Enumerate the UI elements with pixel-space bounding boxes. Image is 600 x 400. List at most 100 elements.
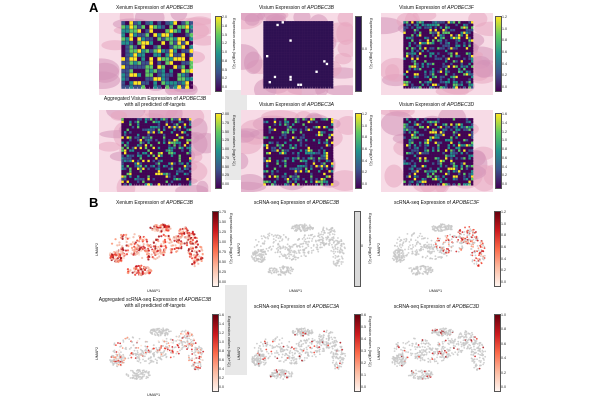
tissue-spot [445,55,448,58]
tissue-spot [153,33,157,37]
tissue-spot [408,133,411,137]
umap-cell [266,236,269,238]
tissue-spot [165,37,169,41]
tissue-spot [294,118,297,121]
tissue-spot [310,149,313,152]
tissue-spot [450,159,453,163]
tissue-spot [416,123,419,126]
tissue-spot [411,29,414,32]
tissue-spot [155,154,158,157]
tissue-spot [292,136,295,139]
tissue-spot [419,21,422,24]
tissue-spot [149,57,153,61]
tissue-spot [169,57,173,61]
tissue-spot [419,139,422,142]
tissue-spot [411,83,414,86]
tissue-spot [439,149,443,152]
tissue-spot [458,167,461,170]
tissue-spot [307,120,310,124]
tissue-spot [281,126,284,129]
tissue-spot [325,159,329,163]
tissue-spot [328,55,331,58]
tissue-spot [279,165,282,168]
tissue-spot [299,141,303,144]
tissue-spot [315,170,318,173]
tissue-spot [131,154,135,157]
tissue-spot [452,175,456,178]
tissue-spot [279,75,282,79]
tissue-spot [142,178,145,181]
tissue-spot [286,126,290,129]
tissue-spot [147,133,150,137]
tissue-spot [421,78,424,81]
tissue-spot [286,78,290,81]
tissue-spot [149,53,153,57]
tissue-spot [432,29,435,32]
tissue-spot [419,141,422,144]
tissue-spot [276,165,279,168]
tissue-spot [286,62,290,66]
tissue-spot [439,60,443,63]
tissue-spot [445,157,448,160]
tissue-spot [432,47,435,50]
tissue-spot [170,162,174,165]
tissue-spot [152,159,155,163]
tissue-spot [307,26,310,29]
tissue-spot [312,44,316,47]
tissue-spot [271,65,274,68]
tissue-spot [452,62,456,66]
tissue-spot [170,180,174,183]
tissue-spot [155,120,158,124]
tissue-spot [318,21,321,24]
tissue-spot [153,81,157,85]
tissue-spot [152,162,155,165]
tissue-spot [292,172,295,176]
tissue-spot [460,36,463,40]
tissue-spot [266,68,269,71]
tissue-spot [471,44,474,47]
tissue-spot [424,170,427,173]
tissue-spot [426,26,430,29]
tissue-spot [268,21,271,24]
tissue-spot [320,183,323,186]
tissue-spot [426,133,430,137]
tissue-spot [421,75,424,79]
tissue-spot [455,62,458,66]
tissue-spot [186,159,189,163]
tissue-spot [429,165,432,168]
umap-cell [276,234,279,237]
tissue-spot [144,133,148,137]
tissue-spot [126,149,129,152]
tissue-spot [185,33,189,37]
tissue-spot [416,52,419,55]
tissue-spot [142,165,145,168]
tissue-spot [312,52,316,55]
tissue-spot [266,73,269,76]
tissue-spot [315,29,318,32]
umap-cell [138,272,141,275]
tissue-spot [181,146,184,150]
tissue-spot [302,52,305,55]
tissue-spot [299,159,303,163]
tissue-spot [170,133,174,137]
tissue-spot [178,123,181,126]
tissue-spot [137,128,140,131]
umap-cell [148,271,151,275]
tissue-spot [460,123,463,126]
tissue-spot [137,41,141,45]
umap-cell [281,247,284,249]
tissue-spot [455,141,458,144]
tissue-spot [447,26,450,29]
tissue-spot [323,21,326,24]
tissue-spot [297,31,300,34]
tissue-spot [447,144,450,147]
tissue-spot [432,120,435,124]
tissue-spot [124,141,127,144]
tissue-spot [323,141,326,144]
tissue-spot [458,178,461,181]
tissue-spot [447,44,450,47]
tissue-spot [168,118,171,121]
tissue-spot [134,128,137,131]
tissue-spot [323,149,326,152]
tissue-spot [281,133,284,137]
